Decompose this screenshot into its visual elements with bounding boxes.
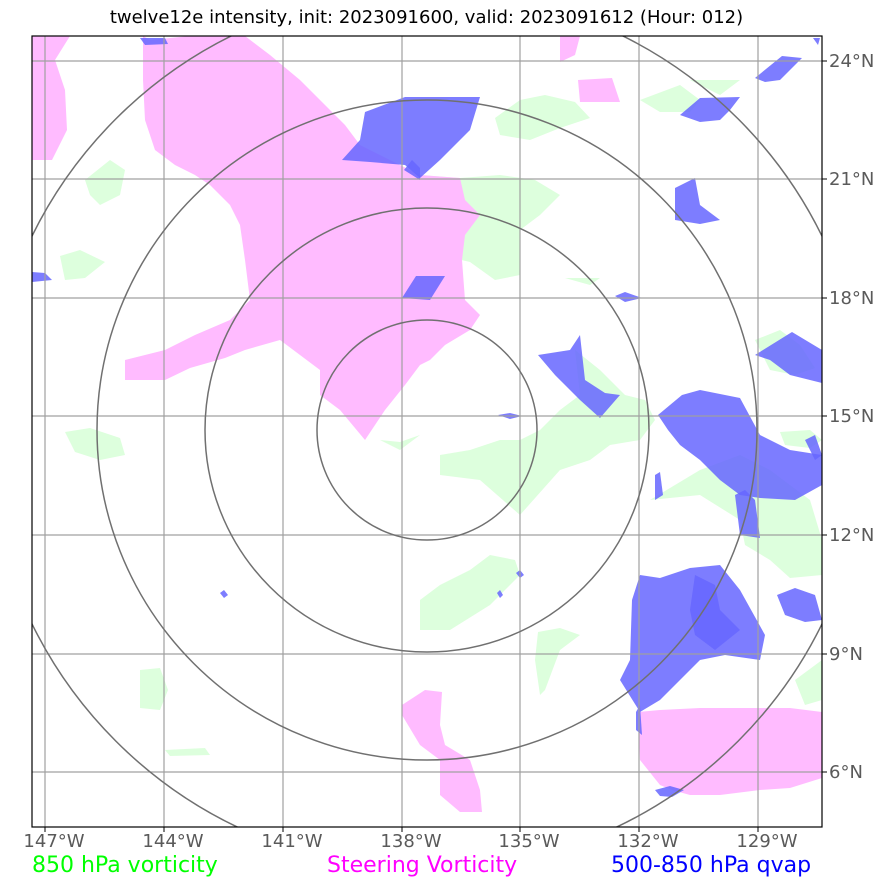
lat-tick-label: 15°N <box>829 406 874 427</box>
map-frame <box>31 35 823 828</box>
map-plot-area <box>32 36 822 827</box>
lat-tick-label: 9°N <box>829 644 863 665</box>
graticule <box>32 36 822 827</box>
legend-850-vorticity: 850 hPa vorticity <box>32 853 218 878</box>
legend-steering-vorticity: Steering Vorticity <box>327 853 518 878</box>
lon-tick-label: 141°W <box>261 831 322 852</box>
map-title: twelve12e intensity, init: 2023091600, v… <box>109 7 744 28</box>
lat-tick-label: 24°N <box>829 51 874 72</box>
lon-tick-label: 144°W <box>142 831 203 852</box>
tick-marks <box>44 60 827 832</box>
lat-tick-label: 6°N <box>829 762 863 783</box>
lon-tick-label: 147°W <box>23 831 84 852</box>
lon-tick-label: 129°W <box>736 831 797 852</box>
lon-tick-label: 138°W <box>380 831 441 852</box>
qvap-layer <box>32 38 822 797</box>
steering-vorticity-layer <box>32 36 822 812</box>
lat-tick-label: 21°N <box>829 169 874 190</box>
lat-tick-label: 12°N <box>829 525 874 546</box>
legend-qvap: 500-850 hPa qvap <box>611 853 812 878</box>
lat-tick-labels: 24°N 21°N 18°N 15°N 12°N 9°N 6°N <box>829 51 874 783</box>
lon-tick-labels: 147°W 144°W 141°W 138°W 135°W 132°W 129°… <box>23 831 797 852</box>
range-rings <box>32 36 822 827</box>
lat-tick-label: 18°N <box>829 288 874 309</box>
lon-tick-label: 132°W <box>617 831 678 852</box>
lon-tick-label: 135°W <box>498 831 559 852</box>
